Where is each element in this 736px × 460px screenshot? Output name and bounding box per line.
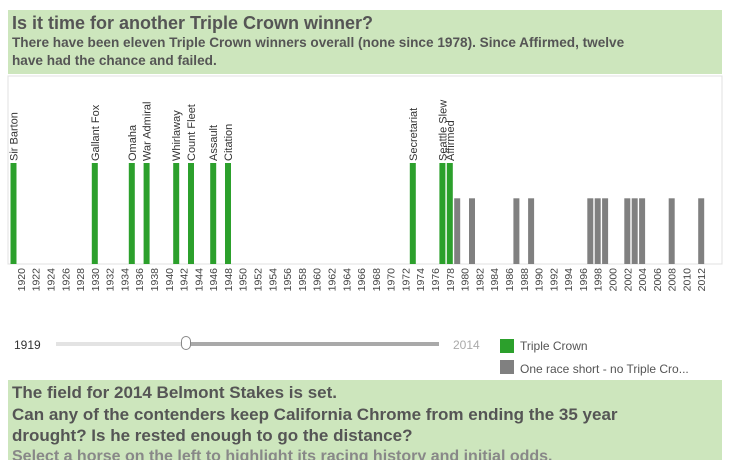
legend-swatch-triple-crown[interactable]: [500, 339, 514, 353]
bar-triple-crown-1941[interactable]: [173, 163, 179, 264]
bar-label-whirlaway: Whirlaway: [171, 110, 183, 161]
x-tick-label-1978: 1978: [445, 268, 457, 292]
x-tick-label-1952: 1952: [253, 268, 265, 292]
x-tick-label-1948: 1948: [223, 268, 235, 292]
x-tick-label-1946: 1946: [208, 268, 220, 292]
slider-track-active[interactable]: [189, 342, 439, 346]
x-tick-label-1962: 1962: [327, 268, 339, 292]
x-tick-label-1994: 1994: [563, 268, 575, 292]
bar-label-citation: Citation: [223, 124, 235, 161]
bar-triple-crown-1919[interactable]: [11, 163, 17, 264]
legend-label-triple-crown[interactable]: Triple Crown: [520, 339, 588, 353]
x-tick-label-1970: 1970: [386, 268, 398, 292]
bar-triple-crown-1977[interactable]: [439, 163, 445, 264]
x-tick-label-1928: 1928: [75, 268, 87, 292]
slider-min-label: 1919: [14, 338, 41, 352]
x-tick-label-2008: 2008: [667, 268, 679, 292]
x-tick-label-2012: 2012: [696, 268, 708, 292]
bar-triple-crown-1937[interactable]: [144, 163, 150, 264]
bar-triple-crown-1978[interactable]: [447, 163, 453, 264]
bar-label-sir-barton: Sir Barton: [9, 112, 21, 161]
x-tick-label-1924: 1924: [46, 268, 58, 292]
bar-one-race-short-1989[interactable]: [528, 198, 534, 264]
slider-track-inactive[interactable]: [56, 342, 187, 346]
x-tick-label-1956: 1956: [282, 268, 294, 292]
x-tick-label-1934: 1934: [119, 268, 131, 292]
bar-one-race-short-2003[interactable]: [632, 198, 638, 264]
x-tick-label-1986: 1986: [504, 268, 516, 292]
x-tick-label-1942: 1942: [179, 268, 191, 292]
year-slider-handle[interactable]: [181, 336, 191, 350]
x-tick-label-1964: 1964: [341, 268, 353, 292]
bar-label-count-fleet: Count Fleet: [186, 104, 198, 161]
x-tick-label-1982: 1982: [474, 268, 486, 292]
x-tick-label-1954: 1954: [267, 268, 279, 292]
bar-one-race-short-2012[interactable]: [698, 198, 704, 264]
x-tick-label-1960: 1960: [312, 268, 324, 292]
x-tick-label-1936: 1936: [134, 268, 146, 292]
slider-max-label: 2014: [453, 338, 480, 352]
x-tick-label-1958: 1958: [297, 268, 309, 292]
x-tick-label-2002: 2002: [622, 268, 634, 292]
footer-heading-line-2: Can any of the contenders keep Californi…: [12, 404, 718, 426]
x-tick-label-1930: 1930: [90, 268, 102, 292]
x-tick-label-1992: 1992: [548, 268, 560, 292]
x-tick-label-2010: 2010: [681, 268, 693, 292]
bar-one-race-short-1979[interactable]: [454, 198, 460, 264]
x-tick-label-1980: 1980: [460, 268, 472, 292]
x-tick-label-1932: 1932: [105, 268, 117, 292]
bar-triple-crown-1930[interactable]: [92, 163, 98, 264]
footer-heading-line-3: drought? Is he rested enough to go the d…: [12, 425, 718, 447]
bar-one-race-short-1981[interactable]: [469, 198, 475, 264]
bar-triple-crown-1946[interactable]: [210, 163, 216, 264]
bar-label-assault: Assault: [208, 125, 220, 161]
bar-one-race-short-1997[interactable]: [587, 198, 593, 264]
x-tick-label-1972: 1972: [400, 268, 412, 292]
bar-label-affirmed: Affirmed: [445, 120, 457, 161]
x-tick-label-1984: 1984: [489, 268, 501, 292]
x-tick-label-2004: 2004: [637, 268, 649, 292]
bar-one-race-short-2008[interactable]: [669, 198, 675, 264]
x-tick-label-1998: 1998: [593, 268, 605, 292]
bar-one-race-short-1998[interactable]: [595, 198, 601, 264]
x-tick-label-2000: 2000: [608, 268, 620, 292]
x-tick-label-1950: 1950: [238, 268, 250, 292]
bar-label-secretariat: Secretariat: [408, 108, 420, 161]
bar-one-race-short-1999[interactable]: [602, 198, 608, 264]
bar-triple-crown-1935[interactable]: [129, 163, 135, 264]
plot-area: [8, 76, 722, 264]
bar-label-gallant-fox: Gallant Fox: [90, 104, 102, 161]
x-tick-label-1940: 1940: [164, 268, 176, 292]
x-tick-label-1944: 1944: [193, 268, 205, 292]
footer-heading-line-1: The field for 2014 Belmont Stakes is set…: [12, 382, 718, 404]
footer-banner: The field for 2014 Belmont Stakes is set…: [8, 380, 722, 460]
x-tick-label-1966: 1966: [356, 268, 368, 292]
bar-one-race-short-2002[interactable]: [624, 198, 630, 264]
x-tick-label-1990: 1990: [534, 268, 546, 292]
x-tick-label-1988: 1988: [519, 268, 531, 292]
bar-one-race-short-1987[interactable]: [513, 198, 519, 264]
x-tick-label-1920: 1920: [16, 268, 28, 292]
x-tick-label-1938: 1938: [149, 268, 161, 292]
bar-label-war-admiral: War Admiral: [142, 102, 154, 162]
x-tick-label-1926: 1926: [60, 268, 72, 292]
legend-swatch-one-race-short[interactable]: [500, 360, 514, 374]
x-tick-label-1974: 1974: [415, 268, 427, 292]
bar-triple-crown-1948[interactable]: [225, 163, 231, 264]
bar-triple-crown-1943[interactable]: [188, 163, 194, 264]
x-tick-label-1968: 1968: [371, 268, 383, 292]
x-tick-label-1922: 1922: [31, 268, 43, 292]
x-tick-label-1976: 1976: [430, 268, 442, 292]
legend-label-one-race-short[interactable]: One race short - no Triple Cro...: [520, 362, 689, 376]
x-tick-label-1996: 1996: [578, 268, 590, 292]
footer-instruction: Select a horse on the left to highlight …: [12, 447, 718, 460]
x-tick-label-2006: 2006: [652, 268, 664, 292]
bar-triple-crown-1973[interactable]: [410, 163, 416, 264]
bar-one-race-short-2004[interactable]: [639, 198, 645, 264]
bar-label-omaha: Omaha: [127, 124, 139, 161]
